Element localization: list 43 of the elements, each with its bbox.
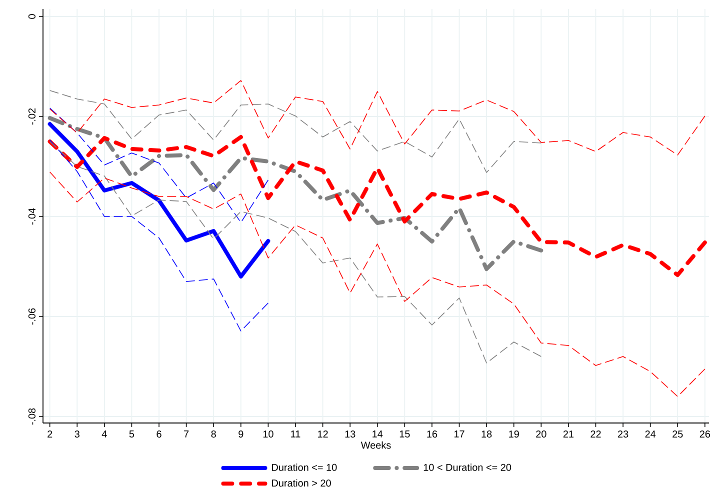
x-tick-label: 7 [184,430,189,438]
y-tick-label: -.02 [28,108,36,125]
x-tick-label: 20 [536,430,546,438]
x-axis-title: Weeks [360,441,391,449]
x-tick-label: 15 [400,430,410,438]
line-series [49,90,542,173]
x-tick-label: 24 [645,430,656,438]
line-series [48,134,707,277]
x-tick-label: 3 [74,430,80,438]
x-tick-label: 19 [509,430,519,438]
x-tick-label: 22 [590,430,601,438]
x-tick-label: 2 [48,430,52,438]
line-series [48,116,544,271]
x-tick-label: 9 [238,430,244,438]
line-series [48,122,270,278]
x-tick-label: 4 [102,430,107,438]
legend-label: Duration > 20 [272,479,331,487]
y-tick-label: -.04 [28,208,36,225]
x-tick-label: 17 [454,430,464,438]
x-tick-label: 10 [263,430,274,438]
x-tick-label: 12 [318,430,328,438]
x-tick-label: 21 [563,430,574,438]
x-tick-label: 23 [618,430,628,438]
x-tick-label: 11 [291,430,300,438]
legend-label: 10 < Duration <= 20 [424,464,512,471]
line-series [49,108,269,223]
x-tick-label: 6 [156,430,162,438]
x-tick-label: 26 [700,430,710,438]
y-tick-label: -.06 [28,308,36,325]
line-series [49,140,269,332]
x-tick-label: 8 [211,430,216,438]
x-tick-label: 13 [345,430,356,438]
line-series [49,141,542,364]
legend-label: Duration <= 10 [272,464,337,471]
x-tick-label: 5 [129,430,134,438]
x-tick-label: 16 [427,430,438,438]
line-series [49,172,706,397]
x-tick-label: 18 [482,430,492,438]
y-tick-label: -.08 [28,408,36,425]
x-tick-label: 14 [372,430,383,438]
x-tick-label: 25 [672,430,683,438]
y-tick-label: 0 [28,14,36,19]
line-series [49,80,706,156]
